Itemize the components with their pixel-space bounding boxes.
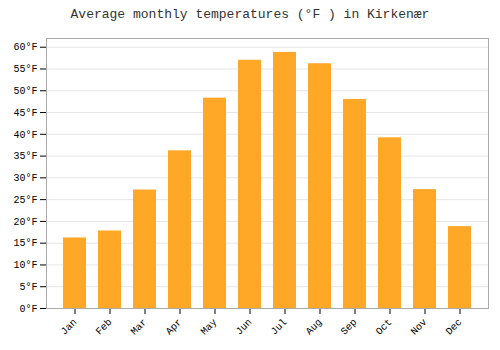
svg-text:Mar: Mar — [129, 317, 150, 338]
svg-text:20°F: 20°F — [13, 217, 37, 228]
svg-text:Oct: Oct — [374, 317, 395, 338]
svg-text:Jul: Jul — [269, 317, 290, 338]
svg-text:0°F: 0°F — [19, 304, 37, 315]
svg-text:Nov: Nov — [409, 317, 430, 338]
svg-text:Sep: Sep — [339, 317, 360, 338]
svg-text:Dec: Dec — [444, 317, 465, 338]
svg-text:10°F: 10°F — [13, 260, 37, 271]
svg-text:55°F: 55°F — [13, 64, 37, 75]
svg-text:5°F: 5°F — [19, 282, 37, 293]
svg-text:Jun: Jun — [234, 317, 255, 338]
html-text:Average monthly temperatures (: Average monthly temperatures (°F ) in Ki… — [70, 7, 430, 22]
svg-text:25°F: 25°F — [13, 195, 37, 206]
svg-text:30°F: 30°F — [13, 173, 37, 184]
svg-text:Feb: Feb — [94, 317, 115, 338]
svg-text:May: May — [199, 317, 220, 338]
svg-text:15°F: 15°F — [13, 238, 37, 249]
svg-text:35°F: 35°F — [13, 151, 37, 162]
svg-text:40°F: 40°F — [13, 130, 37, 141]
svg-text:Apr: Apr — [164, 317, 185, 338]
svg-text:Jan: Jan — [59, 317, 80, 338]
svg-text:45°F: 45°F — [13, 108, 37, 119]
svg-text:Aug: Aug — [304, 317, 325, 338]
svg-text:50°F: 50°F — [13, 86, 37, 97]
svg-text:60°F: 60°F — [13, 42, 37, 53]
